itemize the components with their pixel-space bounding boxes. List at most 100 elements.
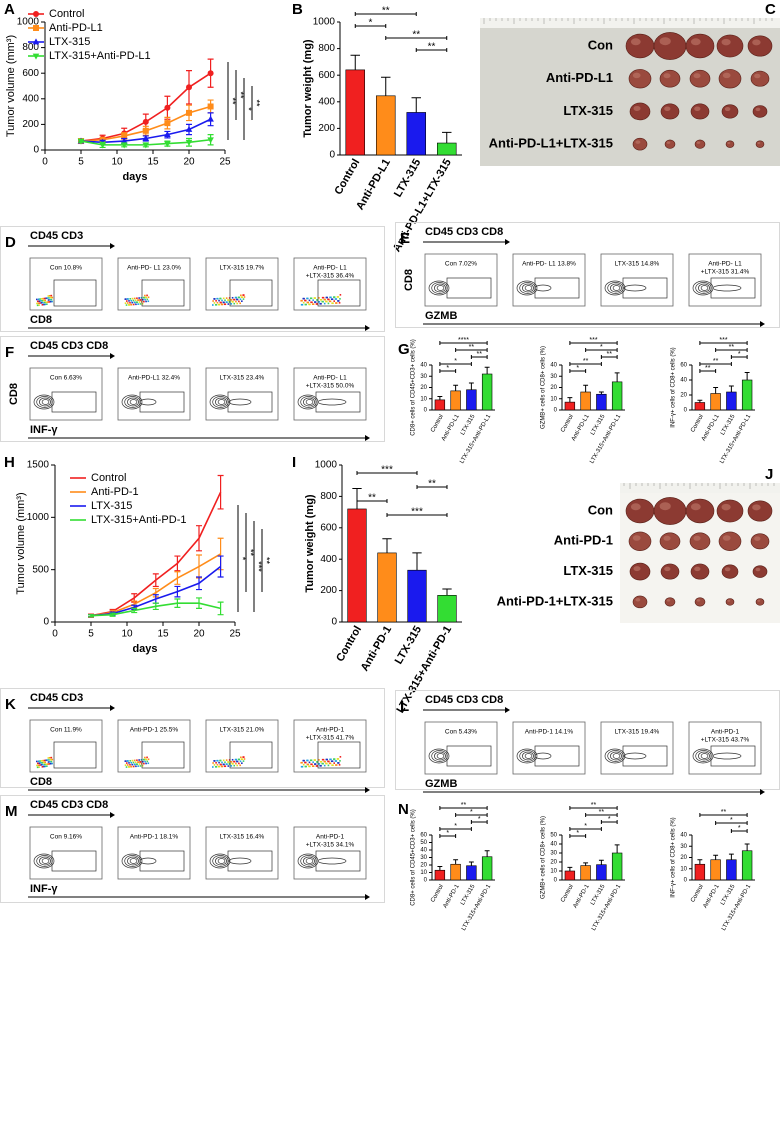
significance: * bbox=[730, 817, 733, 824]
flow-event bbox=[42, 763, 44, 766]
gate bbox=[229, 741, 273, 769]
contour bbox=[434, 283, 446, 293]
flow-event bbox=[240, 294, 242, 297]
tumor bbox=[685, 498, 715, 524]
arrow-head bbox=[505, 707, 510, 713]
flow-event bbox=[132, 761, 135, 764]
flow-event bbox=[136, 297, 138, 300]
bar bbox=[611, 852, 623, 881]
gate-title: CD45 CD3 CD8 bbox=[425, 226, 503, 238]
flow-event bbox=[329, 762, 332, 765]
flow-event bbox=[36, 766, 39, 769]
flow-event bbox=[311, 765, 314, 767]
x-tick-label: 5 bbox=[88, 629, 94, 640]
flow-event bbox=[50, 760, 53, 763]
flow-event bbox=[48, 759, 50, 761]
bar bbox=[436, 142, 457, 156]
flow-event bbox=[48, 763, 50, 765]
error-bar bbox=[583, 862, 589, 866]
flow-event bbox=[143, 296, 145, 299]
y-tick-label: 10 bbox=[550, 869, 557, 875]
flow-event bbox=[125, 304, 128, 306]
flow-event bbox=[225, 759, 228, 761]
point bbox=[142, 127, 149, 134]
flow-event bbox=[309, 303, 311, 306]
flow-event bbox=[241, 300, 243, 302]
contour bbox=[700, 753, 709, 759]
flow-event bbox=[213, 302, 216, 304]
x-tick-label: Anti-PD-1 bbox=[703, 883, 722, 909]
flow-plot bbox=[205, 826, 279, 880]
flow-event bbox=[51, 762, 53, 765]
flow-event bbox=[304, 765, 307, 768]
panel-frame bbox=[0, 336, 385, 442]
contour bbox=[317, 398, 347, 406]
flow-event bbox=[330, 760, 333, 763]
significance: * bbox=[446, 830, 449, 837]
error-bar bbox=[697, 859, 703, 865]
flow-event bbox=[144, 298, 146, 301]
flow-event bbox=[235, 758, 238, 761]
flow-plot bbox=[293, 367, 367, 421]
flow-event bbox=[304, 761, 307, 764]
panel-frame bbox=[0, 688, 385, 788]
gate bbox=[53, 279, 97, 307]
flow-event bbox=[145, 762, 147, 765]
x-axis-label: GZMB bbox=[425, 310, 457, 322]
flow-event bbox=[239, 764, 241, 767]
contour bbox=[610, 751, 622, 761]
flow-event bbox=[322, 300, 324, 303]
legend-marker bbox=[32, 38, 40, 45]
flow-event bbox=[129, 763, 131, 766]
flow-event bbox=[239, 302, 241, 305]
bar bbox=[596, 393, 607, 411]
flow-event bbox=[215, 300, 217, 302]
flow-event bbox=[318, 759, 320, 761]
flow-event bbox=[313, 297, 316, 299]
flow-event bbox=[220, 301, 222, 304]
flow-event bbox=[39, 764, 41, 766]
contour bbox=[305, 858, 314, 864]
y-tick-label: 800 bbox=[320, 491, 337, 502]
flow-event bbox=[131, 759, 134, 762]
tumor-highlight bbox=[755, 107, 761, 112]
flow-event bbox=[335, 764, 338, 766]
flow-event bbox=[213, 760, 216, 762]
tumor-highlight bbox=[694, 566, 701, 572]
contour bbox=[228, 857, 252, 865]
flow-event bbox=[132, 303, 135, 306]
flow-event bbox=[46, 303, 48, 305]
flow-event bbox=[143, 762, 145, 765]
flow-event bbox=[39, 300, 42, 302]
flow-event bbox=[40, 764, 43, 766]
flow-event bbox=[305, 303, 307, 306]
flow-event bbox=[128, 304, 131, 306]
flow-event bbox=[314, 759, 317, 761]
contour bbox=[700, 285, 709, 291]
flow-event bbox=[124, 298, 127, 300]
flow-event bbox=[37, 298, 40, 301]
flow-event bbox=[326, 296, 328, 299]
contour bbox=[41, 858, 50, 864]
flow-event bbox=[37, 760, 40, 763]
error-bar bbox=[350, 54, 360, 70]
gate bbox=[315, 391, 361, 413]
flow-event bbox=[44, 761, 47, 764]
arrow-head bbox=[110, 243, 115, 249]
flow-event bbox=[223, 763, 225, 766]
arrow-head bbox=[365, 787, 370, 793]
y-tick-label: 400 bbox=[320, 554, 337, 565]
tumor-highlight bbox=[693, 73, 701, 79]
bar bbox=[481, 373, 493, 411]
flow-event bbox=[125, 762, 128, 764]
flow-event bbox=[126, 764, 129, 766]
tumor-highlight bbox=[690, 38, 701, 46]
flow-event bbox=[39, 760, 41, 762]
point bbox=[120, 137, 128, 144]
flow-event bbox=[51, 296, 54, 299]
x-tick-label: Anti-PD-1 bbox=[573, 883, 592, 909]
contour bbox=[612, 753, 621, 759]
contour bbox=[524, 753, 533, 759]
flow-event bbox=[47, 295, 50, 297]
flow-event bbox=[323, 302, 326, 305]
